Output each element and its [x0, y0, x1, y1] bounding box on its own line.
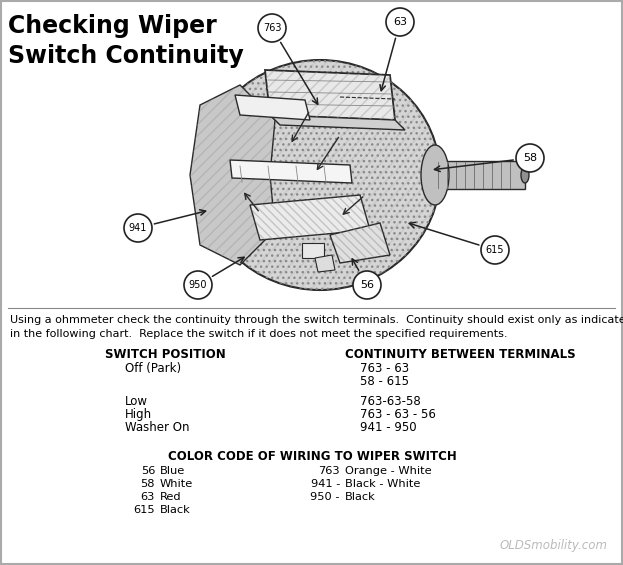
Bar — [302, 243, 324, 258]
Text: Orange - White: Orange - White — [345, 466, 432, 476]
Ellipse shape — [200, 60, 440, 290]
Text: 950: 950 — [189, 280, 207, 290]
Text: 763: 763 — [318, 466, 340, 476]
Text: Black - White: Black - White — [345, 479, 421, 489]
Circle shape — [184, 271, 212, 299]
Text: 58 - 615: 58 - 615 — [360, 375, 409, 388]
Text: SWITCH POSITION: SWITCH POSITION — [105, 348, 226, 361]
Text: 763 - 63: 763 - 63 — [360, 362, 409, 375]
Circle shape — [481, 236, 509, 264]
Text: Blue: Blue — [160, 466, 185, 476]
Ellipse shape — [521, 167, 529, 183]
Circle shape — [258, 14, 286, 42]
Text: 941 - 950: 941 - 950 — [360, 421, 417, 434]
Text: Low: Low — [125, 395, 148, 408]
Polygon shape — [330, 223, 390, 263]
Text: 56: 56 — [360, 280, 374, 290]
Text: 63: 63 — [141, 492, 155, 502]
Text: 763-63-58: 763-63-58 — [360, 395, 421, 408]
Text: 763: 763 — [263, 23, 281, 33]
Polygon shape — [250, 195, 370, 240]
Polygon shape — [230, 160, 352, 183]
Text: 941: 941 — [129, 223, 147, 233]
Text: 615: 615 — [133, 505, 155, 515]
Circle shape — [124, 214, 152, 242]
Bar — [435, 161, 525, 189]
Text: Switch Continuity: Switch Continuity — [8, 44, 244, 68]
Text: Off (Park): Off (Park) — [125, 362, 181, 375]
Text: 615: 615 — [486, 245, 504, 255]
Text: Washer On: Washer On — [125, 421, 189, 434]
Text: 941 -: 941 - — [311, 479, 340, 489]
Text: Using a ohmmeter check the continuity through the switch terminals.  Continuity : Using a ohmmeter check the continuity th… — [10, 315, 623, 325]
Ellipse shape — [421, 145, 449, 205]
Text: 950 -: 950 - — [310, 492, 340, 502]
Text: 763 - 63 - 56: 763 - 63 - 56 — [360, 408, 436, 421]
Text: 56: 56 — [141, 466, 155, 476]
Text: in the following chart.  Replace the switch if it does not meet the specified re: in the following chart. Replace the swit… — [10, 329, 508, 339]
Text: 58: 58 — [141, 479, 155, 489]
Circle shape — [386, 8, 414, 36]
Text: Checking Wiper: Checking Wiper — [8, 14, 217, 38]
Circle shape — [516, 144, 544, 172]
Text: 63: 63 — [393, 17, 407, 27]
Circle shape — [353, 271, 381, 299]
Text: Black: Black — [160, 505, 191, 515]
Text: White: White — [160, 479, 193, 489]
Text: Red: Red — [160, 492, 182, 502]
Polygon shape — [265, 70, 395, 120]
Polygon shape — [235, 95, 310, 120]
Polygon shape — [270, 115, 405, 130]
Text: High: High — [125, 408, 152, 421]
Text: Black: Black — [345, 492, 376, 502]
Text: CONTINUITY BETWEEN TERMINALS: CONTINUITY BETWEEN TERMINALS — [345, 348, 576, 361]
Text: 58: 58 — [523, 153, 537, 163]
Polygon shape — [315, 255, 335, 272]
Polygon shape — [190, 85, 275, 265]
Text: COLOR CODE OF WIRING TO WIPER SWITCH: COLOR CODE OF WIRING TO WIPER SWITCH — [168, 450, 457, 463]
Text: OLDSmobility.com: OLDSmobility.com — [500, 539, 608, 552]
